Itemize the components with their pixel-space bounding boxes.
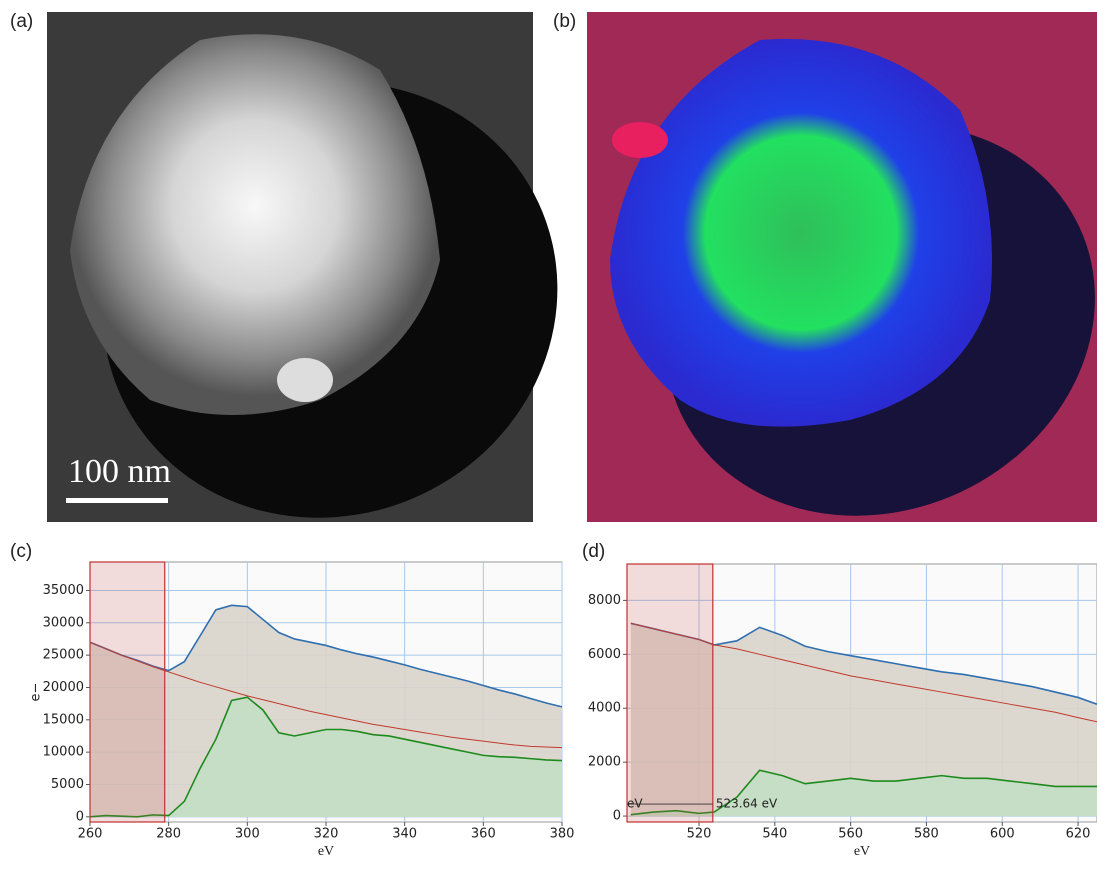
y-tick-label: 30000 [43,615,84,630]
scale-bar-label: 100 nm [68,453,171,490]
figure: 100 nm (a) (b) (c) 260 280 300 320 340 360 380 0… [0,0,1097,866]
x-tick-label: 280 [156,827,181,842]
panel-label: (a) [10,11,33,32]
x-tick-label: 600 [990,827,1015,842]
x-tick-label: 320 [314,827,339,842]
panel-label: (d) [582,541,605,562]
y-tick-label: 0 [76,809,84,824]
x-tick-label: 260 [78,827,103,842]
x-tick-label: 340 [392,827,417,842]
panel-b [587,12,1097,585]
y-axis-label: e− [29,683,44,702]
x-tick-label: 300 [235,827,260,842]
x-axis-label: eV [318,844,334,859]
window [627,564,713,822]
y-tick-label: 25000 [43,648,84,663]
y-tick-label: 35000 [43,583,84,598]
x-axis-label: eV [854,844,870,859]
x-tick-label: 380 [550,827,575,842]
annotation: 523.64 eV [716,797,778,811]
y-tick-label: 20000 [43,680,84,695]
y-tick-label: 8000 [588,593,621,608]
y-tick-label: 2000 [588,755,621,770]
panel-label: (c) [10,541,32,562]
panel-a: 100 nm [31,8,630,592]
y-tick-label: 6000 [588,647,621,662]
x-tick-label: 620 [1066,827,1091,842]
y-tick-label: 4000 [588,701,621,716]
x-tick-label: 360 [471,827,496,842]
x-tick-label: 560 [838,827,863,842]
window [90,562,165,822]
x-tick-label: 580 [914,827,939,842]
panel-label: (b) [553,11,576,32]
x-tick-label: 540 [762,827,787,842]
y-tick-label: 5000 [51,777,84,792]
annotation: eV [627,797,643,811]
x-tick-label: 520 [687,827,712,842]
y-tick-label: 15000 [43,712,84,727]
y-tick-label: 10000 [43,745,84,760]
y-tick-label: 0 [613,809,621,824]
